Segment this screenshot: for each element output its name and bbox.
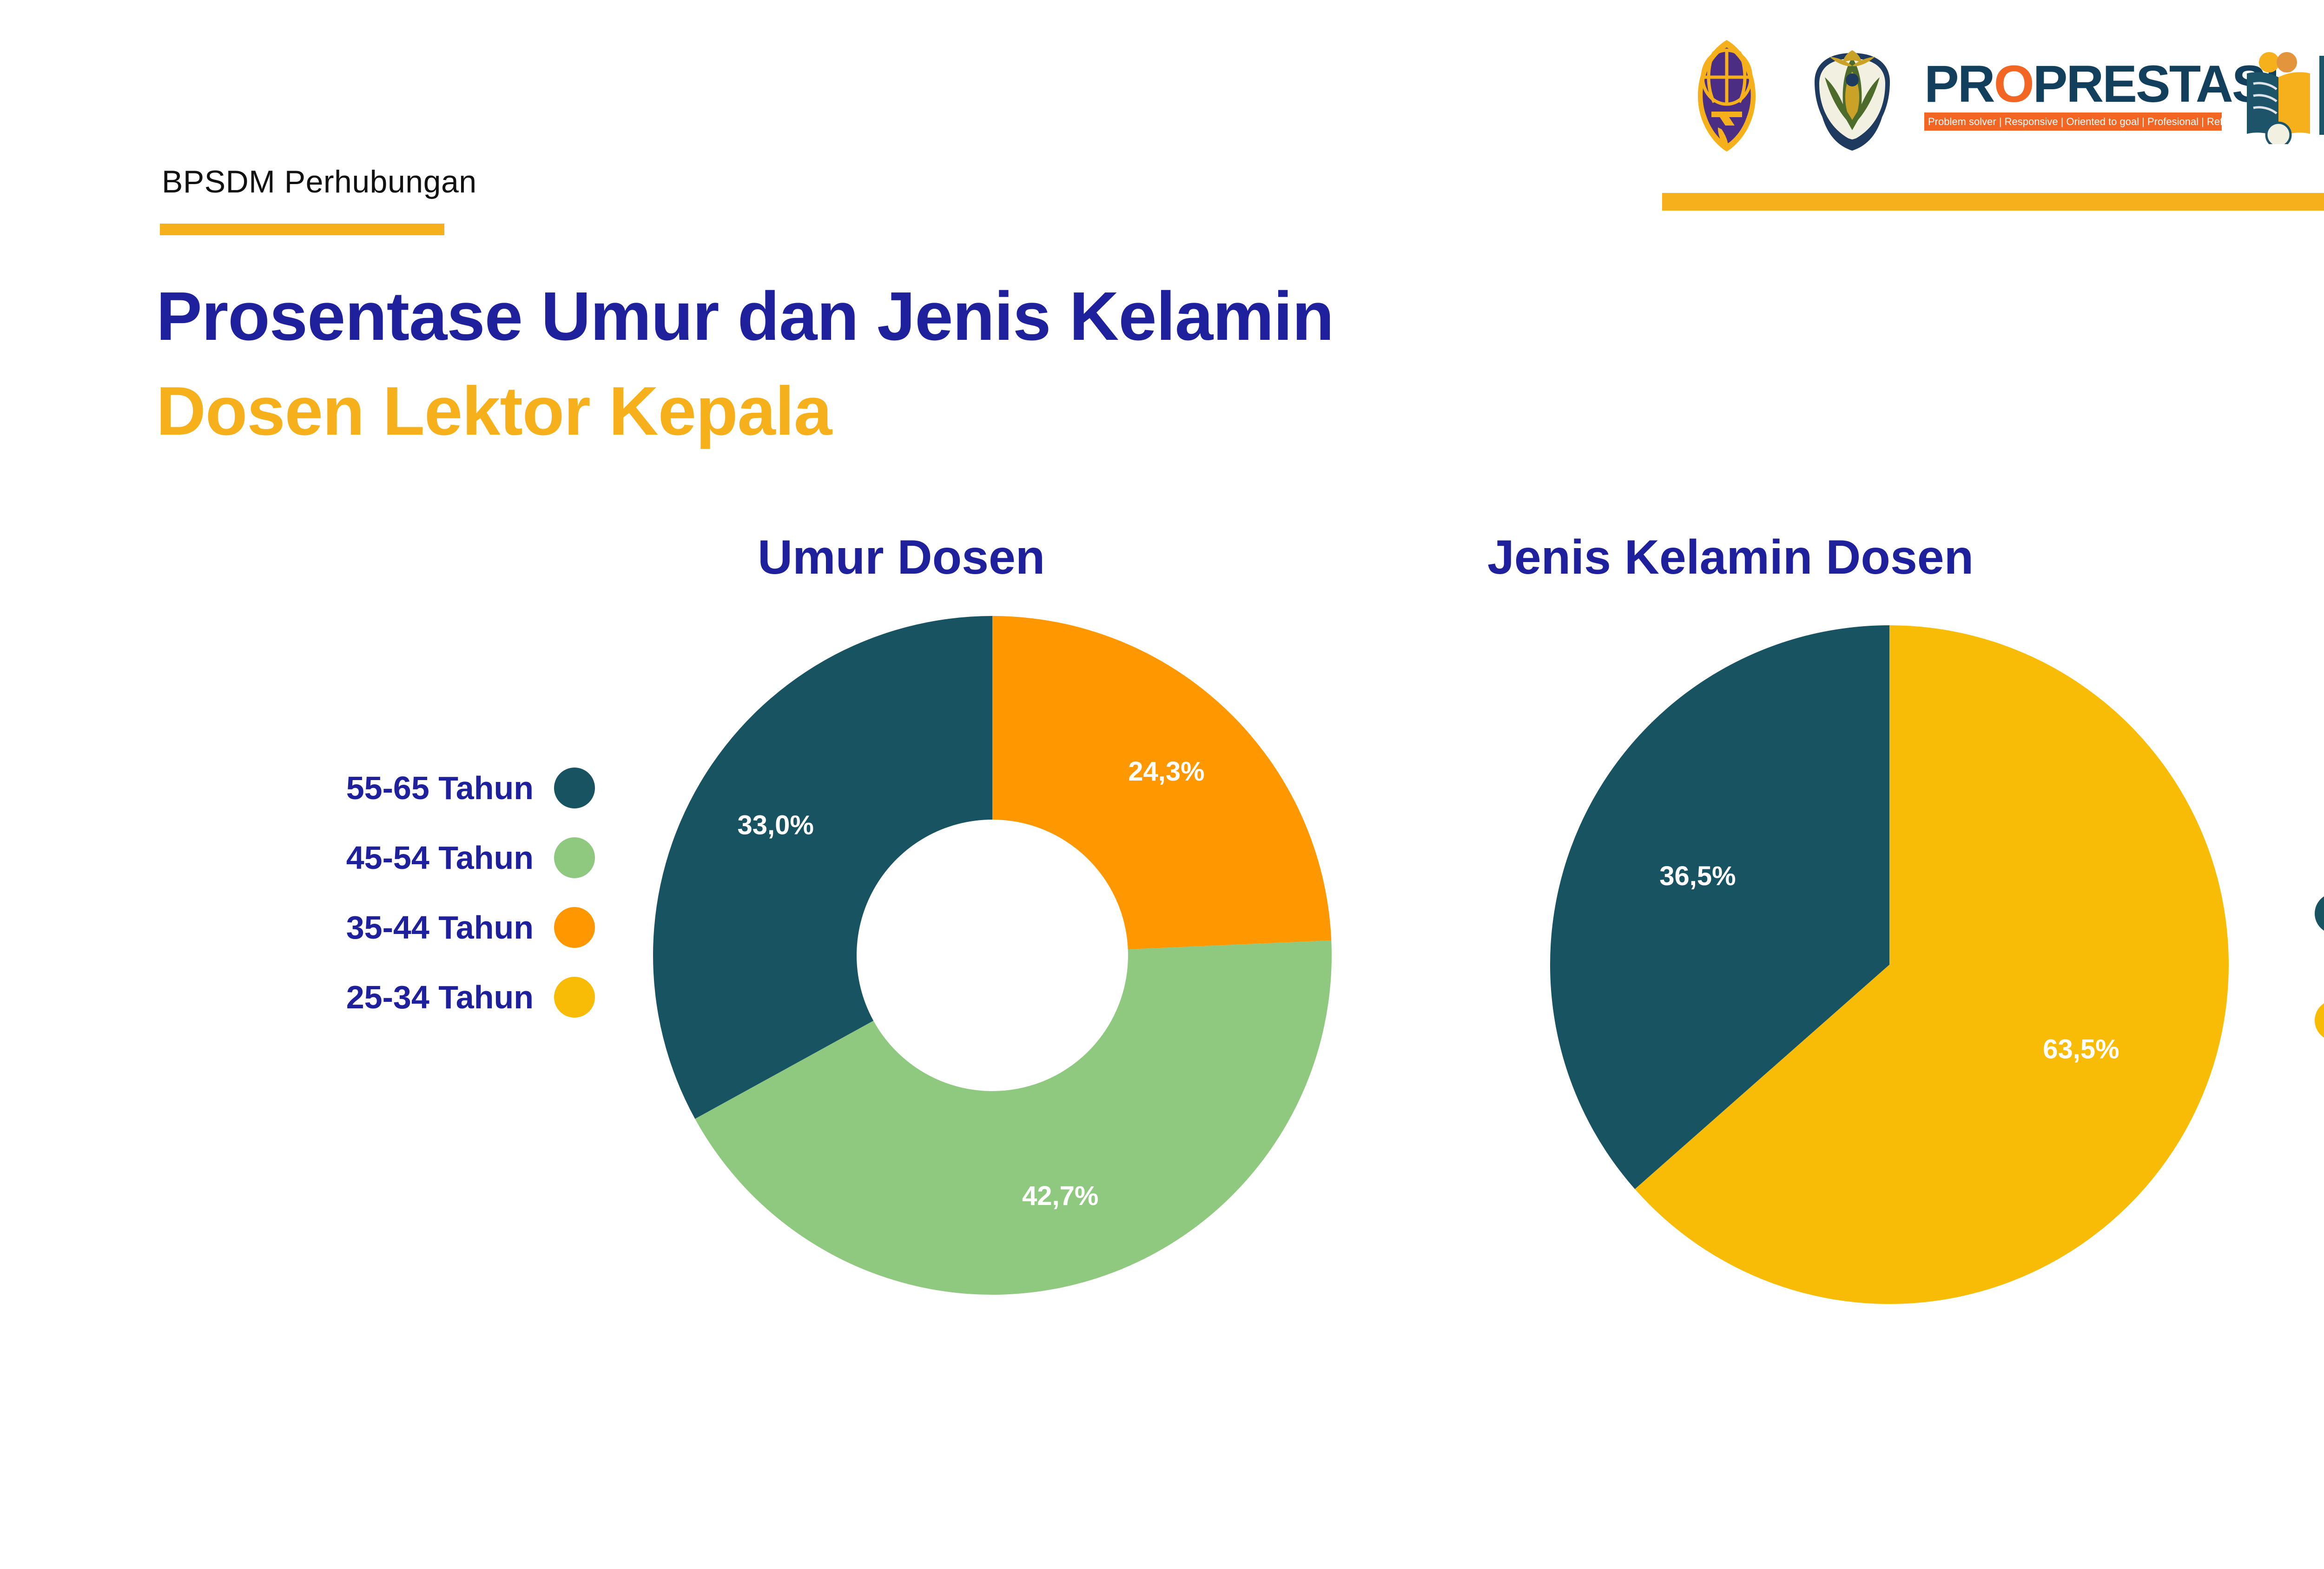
slice-value-label: 24,3% bbox=[1128, 756, 1204, 787]
proprestasi-logo: PROPRESTASI Problem solver | Responsive … bbox=[1924, 49, 2324, 142]
proprestasi-word-pro: PR bbox=[1924, 54, 1995, 113]
gold-generation-logo: GOLD GENERATION BPSDM PERHUBUNGAN bbox=[2240, 46, 2324, 148]
legend-swatch-icon bbox=[2315, 893, 2324, 934]
page-title-line-1: Prosentase Umur dan Jenis Kelamin bbox=[156, 278, 1334, 355]
brand-underline-rule bbox=[160, 224, 444, 235]
pie-slice[interactable] bbox=[1635, 625, 2229, 1304]
legend-jenis-kelamin-dosen: Perempuan Laki-Laki bbox=[2315, 860, 2324, 1074]
legend-label: 25-34 Tahun bbox=[346, 979, 534, 1015]
legend-swatch-icon bbox=[554, 837, 595, 878]
legend-label: 35-44 Tahun bbox=[346, 909, 534, 946]
slice-value-label: 33,0% bbox=[738, 810, 814, 841]
open-book-icon bbox=[2240, 46, 2319, 148]
pie-slice[interactable] bbox=[1550, 625, 1889, 1189]
legend-item[interactable]: 25-34 Tahun bbox=[177, 962, 595, 1032]
pie-slice[interactable] bbox=[695, 940, 1332, 1295]
slice-value-label: 42,7% bbox=[1022, 1181, 1098, 1211]
chart-title-jenis-kelamin-dosen: Jenis Kelamin Dosen bbox=[1487, 530, 1974, 584]
brand-label: BPSDM Perhubungan bbox=[162, 164, 477, 199]
legend-item[interactable]: 35-44 Tahun bbox=[177, 893, 595, 962]
header-underline-rule bbox=[1662, 193, 2324, 211]
pie-slice[interactable] bbox=[653, 616, 992, 1119]
legend-item[interactable]: Perempuan bbox=[2315, 860, 2324, 967]
legend-item[interactable]: 55-65 Tahun bbox=[177, 753, 595, 823]
pie-chart-jenis-kelamin-dosen[interactable]: 63,5% 36,5% bbox=[1543, 618, 2236, 1311]
page-title-line-2: Dosen Lektor Kepala bbox=[156, 373, 832, 450]
slice-value-label: 36,5% bbox=[1659, 861, 1736, 891]
legend-swatch-icon bbox=[554, 907, 595, 948]
legend-swatch-icon bbox=[2315, 1000, 2324, 1041]
legend-item[interactable]: Laki-Laki bbox=[2315, 967, 2324, 1074]
slice-value-label: 63,5% bbox=[2043, 1034, 2119, 1065]
legend-item[interactable]: 45-54 Tahun bbox=[177, 823, 595, 893]
legend-umur-dosen: 55-65 Tahun 45-54 Tahun 35-44 Tahun 25-3… bbox=[177, 753, 595, 1032]
chart-title-umur-dosen: Umur Dosen bbox=[758, 530, 1045, 584]
legend-swatch-icon bbox=[554, 768, 595, 808]
proprestasi-tagline: Problem solver | Responsive | Oriented t… bbox=[1924, 113, 2324, 131]
legend-label: 45-54 Tahun bbox=[346, 840, 534, 876]
logo-strip: PROPRESTASI Problem solver | Responsive … bbox=[1673, 26, 2324, 165]
donut-chart-umur-dosen[interactable]: 24,3% 42,7% 33,0% bbox=[646, 609, 1339, 1302]
legend-label: 55-65 Tahun bbox=[346, 770, 534, 806]
proprestasi-word-o: O bbox=[1994, 54, 2034, 113]
ministry-crest-emblem-icon bbox=[1799, 37, 1906, 153]
pie-slice[interactable] bbox=[992, 616, 1332, 950]
perhubungan-feather-emblem-icon bbox=[1673, 37, 1780, 153]
legend-swatch-icon bbox=[554, 977, 595, 1018]
gold-generation-panel: GOLD GENERATION BPSDM PERHUBUNGAN bbox=[2319, 56, 2324, 135]
proprestasi-word-rest: PRESTASI bbox=[2033, 54, 2280, 113]
proprestasi-wordmark: PROPRESTASI bbox=[1924, 58, 2280, 110]
